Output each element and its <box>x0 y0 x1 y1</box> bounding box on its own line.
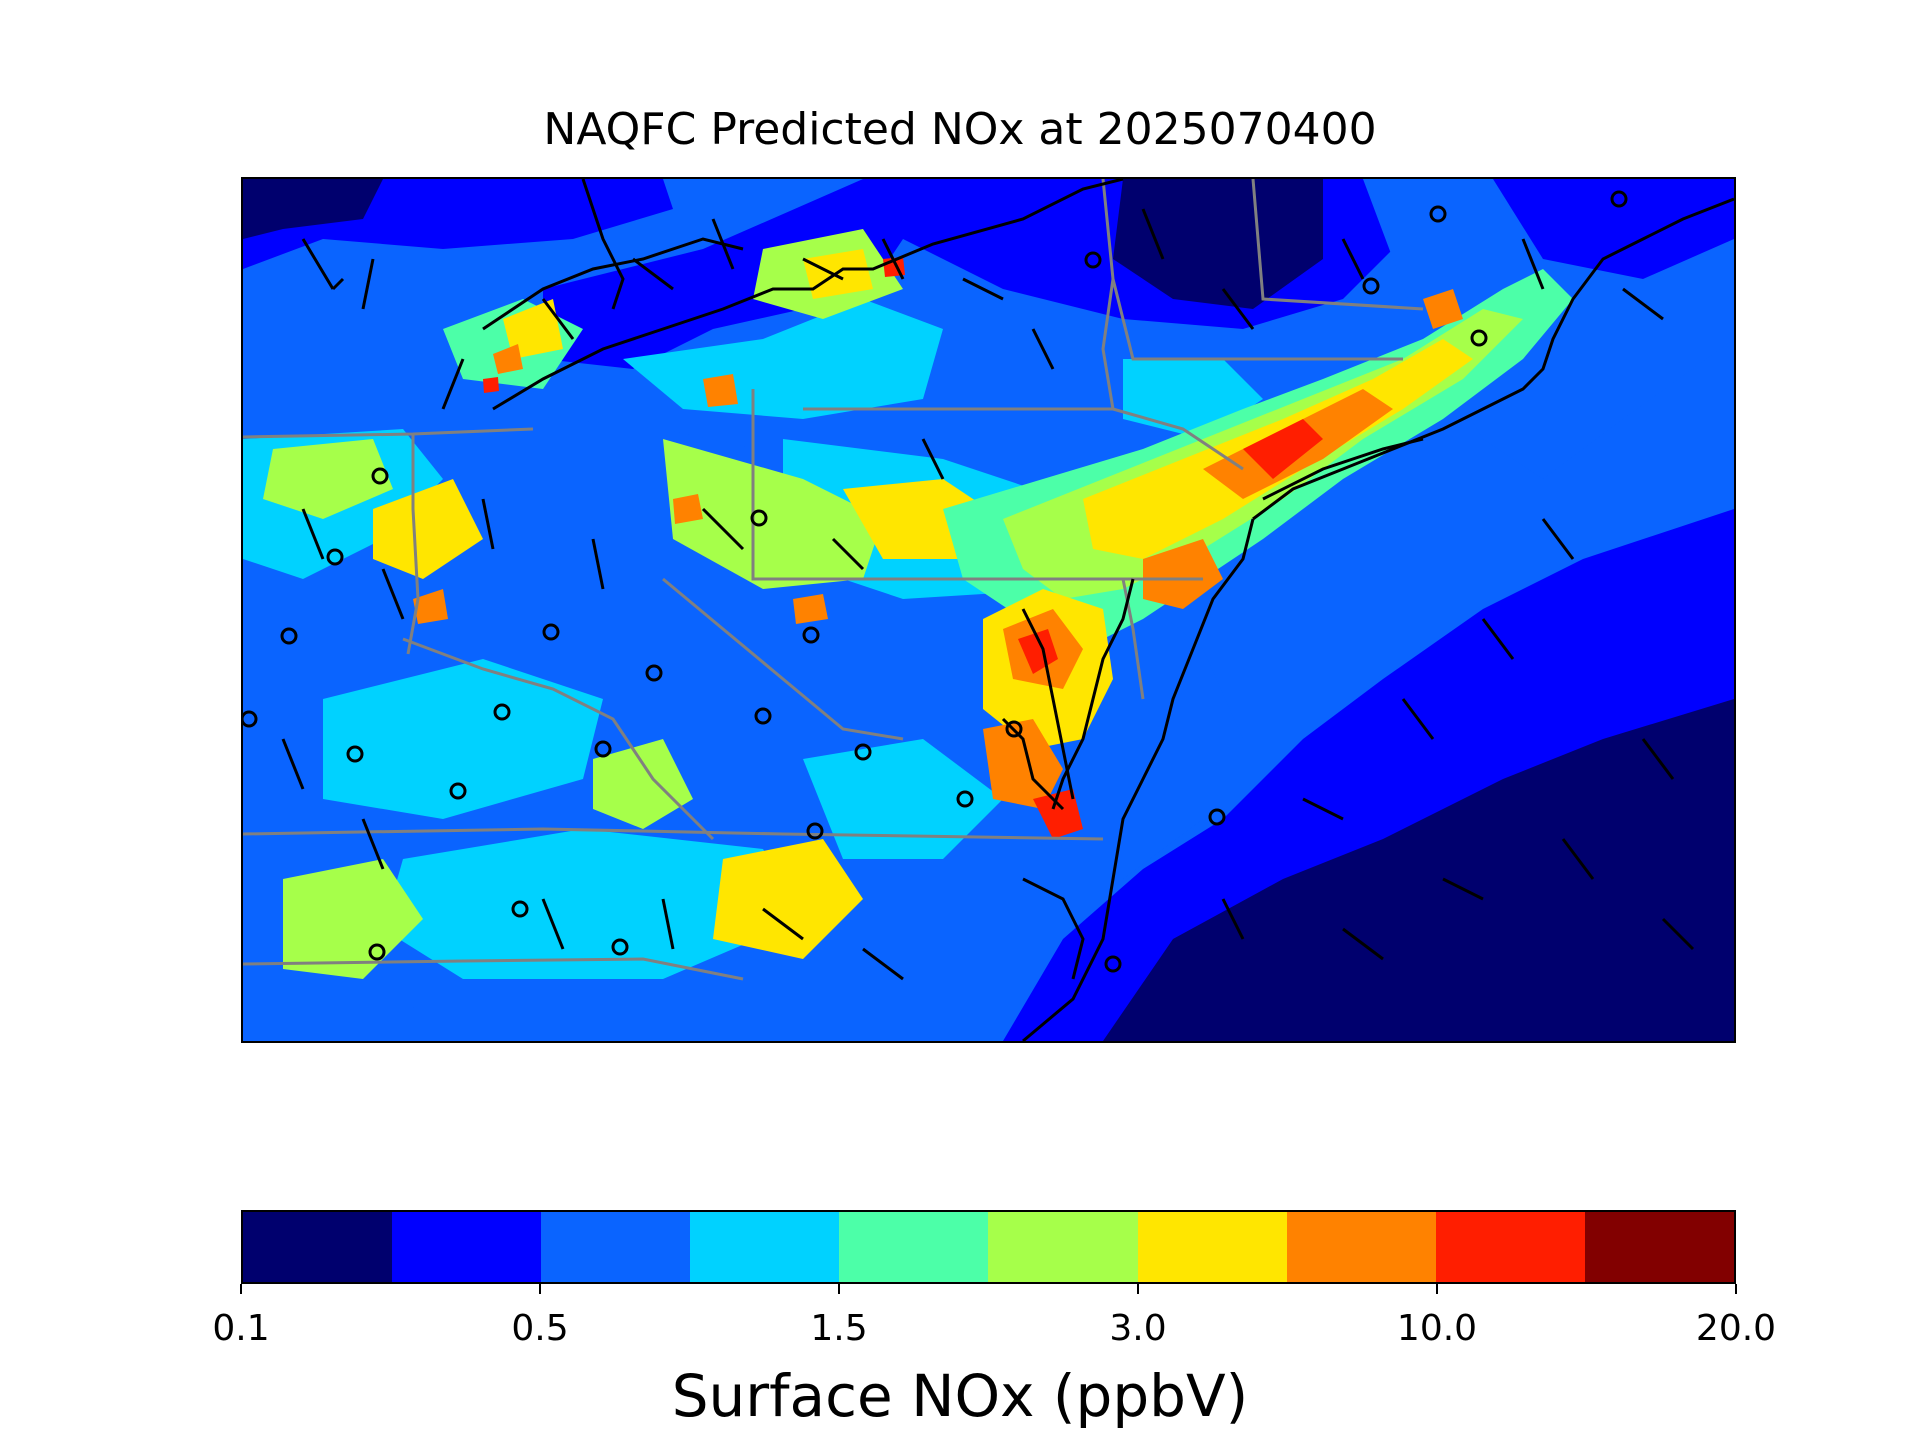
colorbar-segment <box>392 1212 542 1282</box>
colorbar-tick-label: 0.5 <box>511 1308 569 1349</box>
colorbar-segment <box>243 1212 393 1282</box>
colorbar-segment <box>839 1212 989 1282</box>
colorbar-tick-label: 20.0 <box>1695 1308 1777 1349</box>
colorbar-tick <box>1137 1284 1139 1294</box>
colorbar-tick-label: 3.0 <box>1109 1308 1167 1349</box>
colorbar-segment <box>1137 1212 1287 1282</box>
colorbar-tick <box>838 1284 840 1294</box>
coastlines <box>482 179 1734 1041</box>
nox-concentration-field <box>243 179 1734 1041</box>
colorbar-label: Surface NOx (ppbV) <box>671 1362 1249 1430</box>
colorbar-tick-label: 10.0 <box>1396 1308 1478 1349</box>
colorbar-tick <box>1436 1284 1438 1294</box>
colorbar-segment <box>1286 1212 1436 1282</box>
colorbar-tick <box>539 1284 541 1294</box>
colorbar-tick-label: 0.1 <box>212 1308 270 1349</box>
colorbar-segment <box>541 1212 691 1282</box>
map-panel <box>241 177 1736 1043</box>
colorbar <box>241 1210 1736 1284</box>
colorbar-tick-label: 1.5 <box>810 1308 868 1349</box>
colorbar-tick <box>1735 1284 1737 1294</box>
state-borders <box>243 179 1424 981</box>
wind-barbs <box>281 208 1695 981</box>
colorbar-segment <box>1584 1212 1734 1282</box>
colorbar-segment <box>988 1212 1138 1282</box>
colorbar-tick <box>240 1284 242 1294</box>
colorbar-segment <box>1435 1212 1585 1282</box>
monitoring-stations <box>243 190 1628 973</box>
map-title: NAQFC Predicted NOx at 2025070400 <box>543 104 1377 155</box>
colorbar-segment <box>690 1212 840 1282</box>
